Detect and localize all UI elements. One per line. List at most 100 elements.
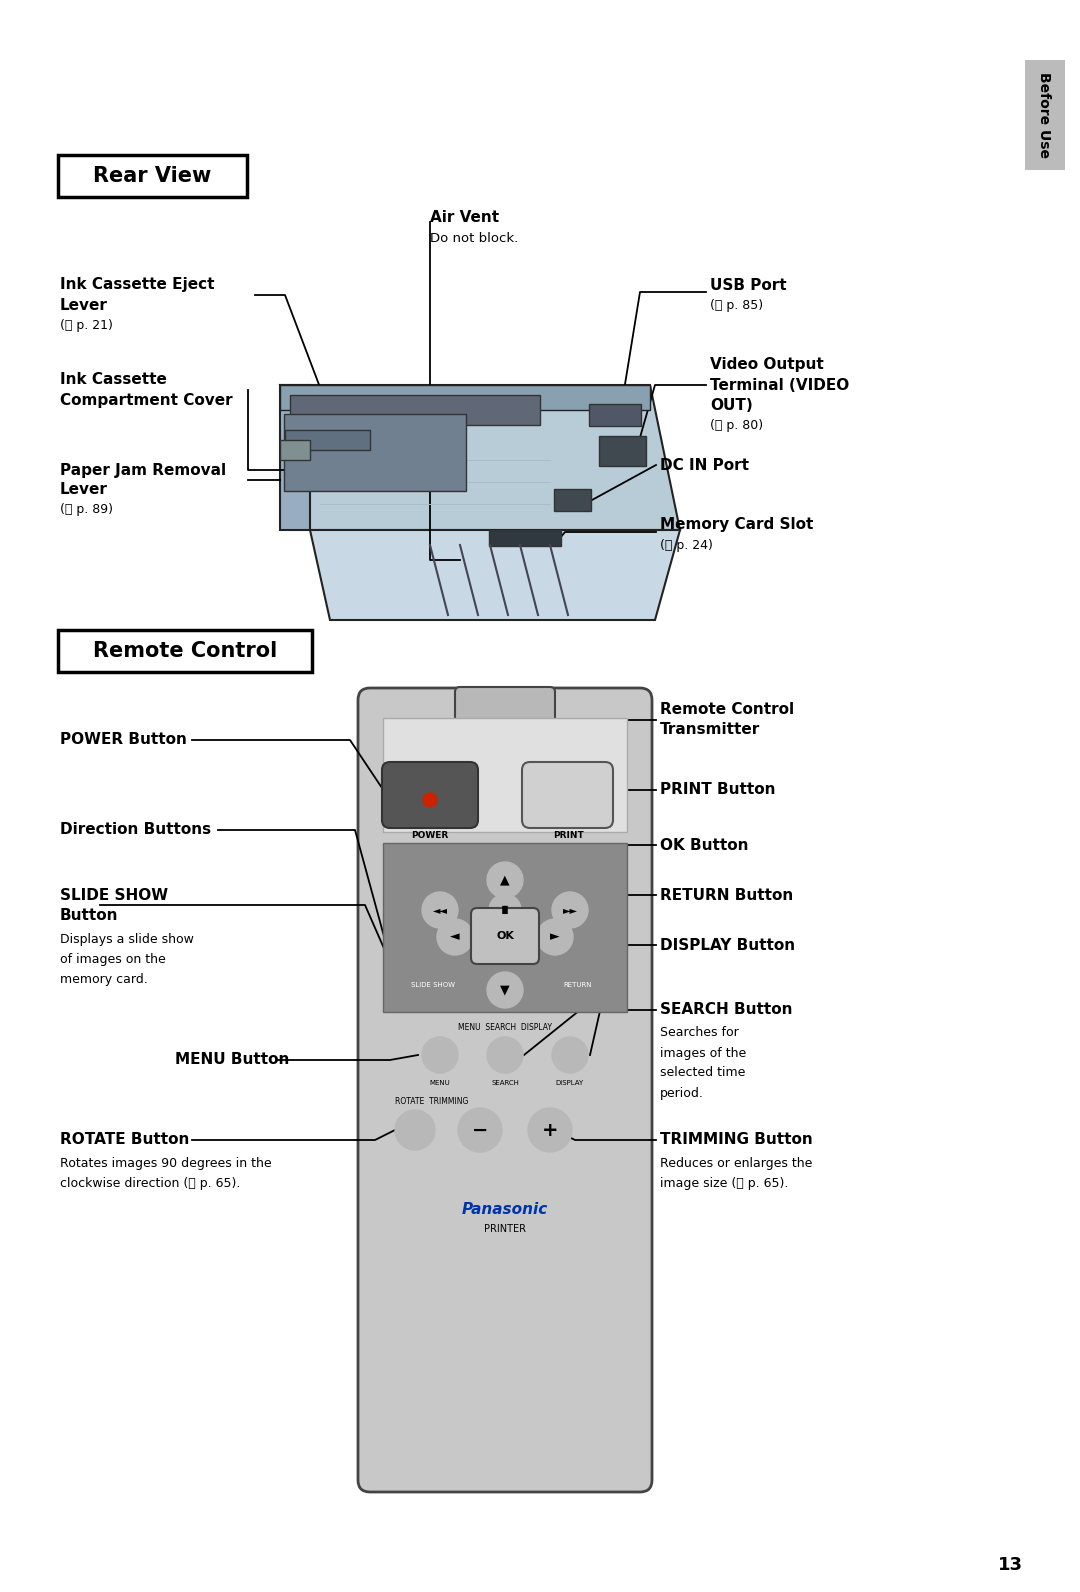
- FancyBboxPatch shape: [1025, 60, 1065, 170]
- FancyBboxPatch shape: [489, 530, 561, 546]
- Circle shape: [422, 1036, 458, 1073]
- FancyBboxPatch shape: [383, 844, 627, 1013]
- Text: Button: Button: [60, 907, 119, 922]
- FancyBboxPatch shape: [284, 414, 465, 490]
- Text: of images on the: of images on the: [60, 954, 165, 966]
- Text: Transmitter: Transmitter: [660, 723, 760, 737]
- Circle shape: [423, 793, 437, 807]
- Text: DISPLAY: DISPLAY: [556, 1079, 584, 1086]
- Text: USB Port: USB Port: [710, 277, 786, 293]
- FancyBboxPatch shape: [589, 404, 642, 427]
- Text: Terminal (VIDEO: Terminal (VIDEO: [710, 377, 849, 393]
- Circle shape: [487, 861, 523, 898]
- Text: MENU Button: MENU Button: [175, 1052, 289, 1068]
- Text: clockwise direction (⧖ p. 65).: clockwise direction (⧖ p. 65).: [60, 1176, 241, 1189]
- Text: Video Output: Video Output: [710, 358, 824, 373]
- Text: ROTATE Button: ROTATE Button: [60, 1132, 189, 1148]
- Text: Rear View: Rear View: [93, 166, 211, 186]
- FancyBboxPatch shape: [357, 688, 652, 1492]
- Text: PRINT Button: PRINT Button: [660, 783, 775, 798]
- Text: ►►: ►►: [563, 904, 578, 915]
- Text: −: −: [472, 1121, 488, 1140]
- Circle shape: [422, 892, 458, 928]
- Polygon shape: [280, 385, 650, 411]
- Text: (⧖ p. 85): (⧖ p. 85): [710, 299, 764, 312]
- Text: OK Button: OK Button: [660, 837, 748, 852]
- Circle shape: [458, 1108, 502, 1153]
- Polygon shape: [310, 530, 680, 619]
- Text: Rotates images 90 degrees in the: Rotates images 90 degrees in the: [60, 1156, 272, 1170]
- Circle shape: [437, 919, 473, 955]
- Text: ROTATE  TRIMMING: ROTATE TRIMMING: [395, 1097, 469, 1106]
- Text: (⧖ p. 24): (⧖ p. 24): [660, 538, 713, 551]
- Text: ◄◄: ◄◄: [432, 904, 447, 915]
- Text: ▼: ▼: [500, 984, 510, 997]
- Text: MENU: MENU: [430, 1079, 450, 1086]
- Text: SEARCH Button: SEARCH Button: [660, 1003, 793, 1017]
- Polygon shape: [280, 439, 310, 460]
- Text: Remote Control: Remote Control: [93, 642, 278, 661]
- Text: Remote Control: Remote Control: [660, 702, 794, 718]
- Text: Ink Cassette: Ink Cassette: [60, 373, 167, 387]
- Text: OUT): OUT): [710, 398, 753, 412]
- Text: Before Use: Before Use: [1037, 72, 1051, 158]
- Circle shape: [552, 892, 588, 928]
- Text: SEARCH: SEARCH: [491, 1079, 518, 1086]
- Text: Lever: Lever: [60, 298, 108, 312]
- FancyBboxPatch shape: [58, 154, 247, 197]
- Text: memory card.: memory card.: [60, 973, 148, 987]
- Text: MENU  SEARCH  DISPLAY: MENU SEARCH DISPLAY: [458, 1022, 552, 1032]
- Circle shape: [487, 1036, 523, 1073]
- FancyBboxPatch shape: [382, 763, 478, 828]
- Text: POWER: POWER: [411, 831, 448, 841]
- Text: TRIMMING Button: TRIMMING Button: [660, 1132, 813, 1148]
- FancyBboxPatch shape: [599, 436, 646, 466]
- Text: SLIDE SHOW: SLIDE SHOW: [60, 887, 168, 903]
- Text: Air Vent: Air Vent: [430, 210, 499, 226]
- Circle shape: [552, 1036, 588, 1073]
- Text: Ink Cassette Eject: Ink Cassette Eject: [60, 277, 215, 293]
- Text: selected time: selected time: [660, 1067, 745, 1079]
- Text: 13: 13: [998, 1555, 1023, 1574]
- Text: ►: ►: [550, 930, 559, 944]
- FancyBboxPatch shape: [455, 688, 555, 724]
- Text: images of the: images of the: [660, 1046, 746, 1060]
- Polygon shape: [280, 385, 680, 530]
- Text: Paper Jam Removal: Paper Jam Removal: [60, 463, 226, 478]
- Text: Reduces or enlarges the: Reduces or enlarges the: [660, 1156, 812, 1170]
- Text: OK: OK: [496, 931, 514, 941]
- Text: RETURN: RETURN: [564, 982, 592, 989]
- Polygon shape: [285, 430, 370, 451]
- Text: RETURN Button: RETURN Button: [660, 887, 793, 903]
- Text: +: +: [542, 1121, 558, 1140]
- Text: Compartment Cover: Compartment Cover: [60, 393, 232, 408]
- Text: SLIDE SHOW: SLIDE SHOW: [411, 982, 455, 989]
- Text: POWER Button: POWER Button: [60, 732, 187, 748]
- Circle shape: [537, 919, 573, 955]
- FancyBboxPatch shape: [554, 489, 591, 511]
- Text: period.: period.: [660, 1086, 704, 1100]
- FancyBboxPatch shape: [388, 1191, 622, 1239]
- Text: (⧖ p. 89): (⧖ p. 89): [60, 503, 113, 516]
- FancyBboxPatch shape: [471, 907, 539, 965]
- Text: ▐▌: ▐▌: [499, 906, 512, 914]
- Circle shape: [528, 1108, 572, 1153]
- FancyBboxPatch shape: [58, 630, 312, 672]
- Text: (⧖ p. 80): (⧖ p. 80): [710, 419, 764, 431]
- Text: ◄: ◄: [450, 930, 460, 944]
- Text: Do not block.: Do not block.: [430, 231, 518, 245]
- Circle shape: [487, 973, 523, 1008]
- Circle shape: [395, 1110, 435, 1149]
- Text: Panasonic: Panasonic: [462, 1202, 549, 1216]
- Text: image size (⧖ p. 65).: image size (⧖ p. 65).: [660, 1176, 788, 1189]
- Text: Searches for: Searches for: [660, 1027, 739, 1040]
- FancyBboxPatch shape: [522, 763, 613, 828]
- Text: Direction Buttons: Direction Buttons: [60, 823, 211, 837]
- Text: PRINT: PRINT: [553, 831, 583, 841]
- Text: DISPLAY Button: DISPLAY Button: [660, 938, 795, 952]
- Polygon shape: [280, 385, 310, 530]
- Text: DC IN Port: DC IN Port: [660, 457, 750, 473]
- Text: PRINTER: PRINTER: [484, 1224, 526, 1234]
- Text: (⧖ p. 21): (⧖ p. 21): [60, 318, 113, 331]
- Text: Lever: Lever: [60, 482, 108, 497]
